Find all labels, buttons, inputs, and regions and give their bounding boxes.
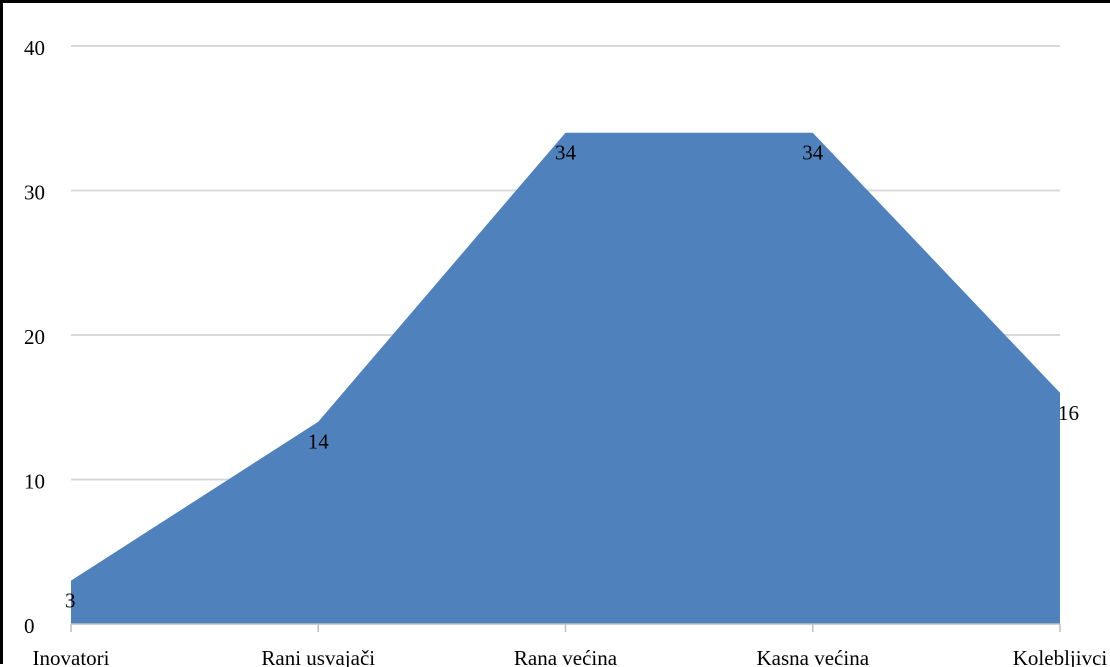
x-tick-label: Rani usvajači	[261, 646, 375, 667]
data-label: 14	[308, 430, 330, 454]
y-tick-label: 40	[24, 36, 45, 60]
data-label: 3	[65, 589, 76, 613]
y-axis: 0 10 20 30 40	[24, 36, 45, 638]
x-axis: Inovatori Rani usvajači Rana većina Kasna v…	[33, 623, 1108, 667]
x-tick-label: Kolebljivci	[1013, 646, 1108, 667]
area-chart: Inovatori Rani usvajači Rana većina Kasna v…	[24, 36, 1108, 667]
x-tick-label: Kasna većina	[756, 646, 869, 667]
series-area	[71, 132, 1060, 624]
data-labels: 3 14 34 34 16	[65, 141, 1079, 613]
series-area-group	[71, 132, 1060, 624]
x-tick-label: Rana većina	[514, 646, 618, 667]
data-label: 34	[555, 141, 577, 165]
y-tick-label: 0	[24, 614, 35, 638]
y-tick-label: 30	[24, 181, 45, 205]
y-tick-label: 10	[24, 470, 45, 494]
data-label: 34	[802, 141, 824, 165]
data-label: 16	[1058, 401, 1079, 425]
y-tick-label: 20	[24, 325, 45, 349]
x-tick-label: Inovatori	[33, 646, 110, 667]
